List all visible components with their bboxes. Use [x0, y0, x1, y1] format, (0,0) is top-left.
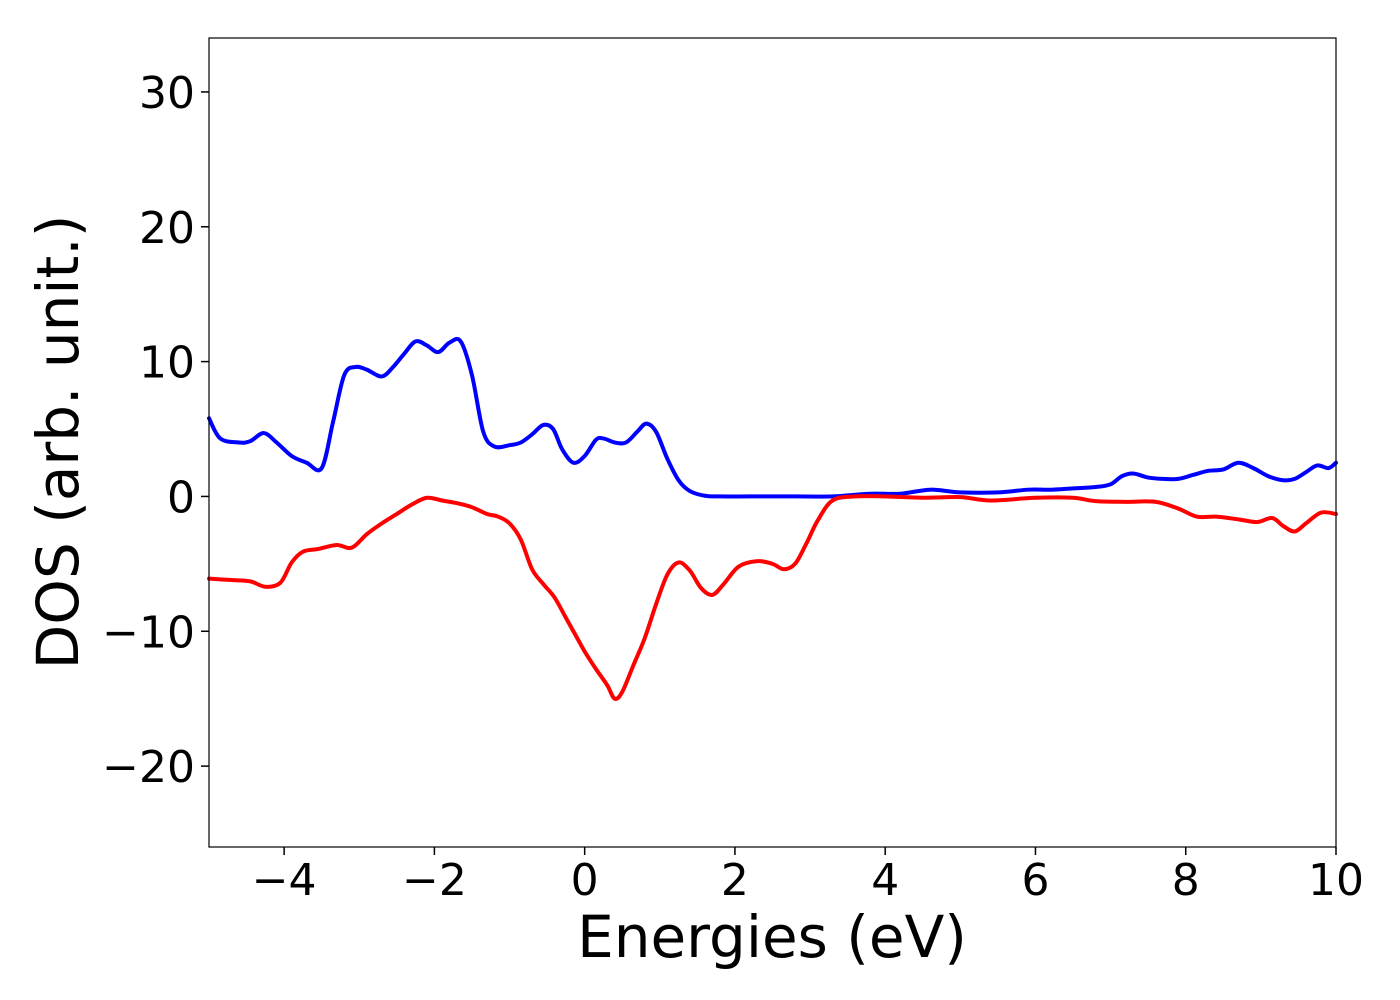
y-tick-label: −20: [102, 742, 195, 793]
plot-frame: [208, 37, 1337, 848]
x-tick-label: 6: [1021, 855, 1049, 906]
x-tick-label: −4: [252, 855, 317, 906]
x-tick-label: 10: [1308, 855, 1364, 906]
x-tick-label: −2: [402, 855, 467, 906]
y-tick-label: 20: [139, 203, 195, 254]
y-axis-ticks: −20 −10 0 10 20 30: [102, 68, 209, 793]
series-line-1: [207, 336, 1338, 499]
y-tick-label: 10: [139, 338, 195, 389]
y-axis-label: DOS (arb. unit.): [24, 215, 92, 670]
x-axis-label: Energies (eV): [577, 903, 967, 971]
x-axis-ticks: −4 −2 0 2 4 6 8 10: [252, 847, 1364, 906]
y-tick-label: 30: [139, 68, 195, 119]
series-layer: [207, 336, 1338, 701]
series-line-2: [207, 494, 1338, 701]
x-tick-label: 0: [571, 855, 599, 906]
y-tick-label: −10: [102, 607, 195, 658]
x-tick-label: 2: [721, 855, 749, 906]
x-tick-label: 8: [1172, 855, 1200, 906]
x-tick-label: 4: [871, 855, 899, 906]
y-tick-label: 0: [167, 472, 195, 523]
